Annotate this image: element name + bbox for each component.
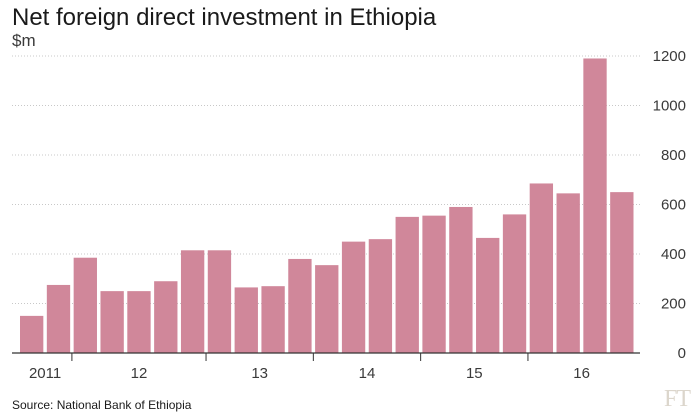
bar (288, 258, 312, 353)
x-tick-label: 2011 (29, 365, 61, 382)
bar (100, 291, 124, 354)
x-tick-label: 14 (359, 365, 376, 382)
bar (207, 250, 232, 353)
bar (315, 265, 339, 353)
x-tick-label: 13 (251, 365, 268, 382)
bar (449, 206, 473, 353)
bar (154, 281, 178, 353)
bar (261, 286, 285, 353)
bars (20, 58, 634, 354)
x-tick-label: 16 (573, 365, 590, 382)
bar (529, 183, 554, 353)
y-tick-label: 1200 (653, 48, 686, 65)
y-tick-label: 0 (678, 345, 686, 362)
ft-logo: FT (663, 386, 691, 412)
bar (127, 291, 151, 354)
bar (476, 237, 500, 353)
bar (46, 284, 71, 353)
bar (610, 192, 634, 354)
bar (234, 287, 258, 353)
source-note: Source: National Bank of Ethiopia (12, 398, 192, 412)
bar (341, 241, 366, 354)
bar (20, 315, 44, 354)
bar (395, 216, 419, 354)
bar (180, 250, 205, 353)
y-tick-label: 800 (661, 147, 686, 164)
y-tick-label: 200 (661, 296, 686, 313)
axes: 0 200 400 600 800 1000 1200 2011 12 13 14 15 16 (12, 48, 686, 382)
y-tick-label: 400 (661, 246, 686, 263)
bar (556, 193, 580, 353)
bar (583, 58, 607, 353)
chart-title: Net foreign direct investment in Ethiopi… (12, 4, 437, 31)
x-tick-label: 15 (466, 365, 483, 382)
bar (368, 239, 393, 353)
y-tick-label: 1000 (653, 98, 686, 115)
bar (422, 215, 446, 353)
bar (73, 257, 97, 353)
bar (502, 214, 527, 353)
y-tick-label: 600 (661, 197, 686, 214)
y-unit-label: $m (12, 31, 36, 50)
x-tick-label: 12 (131, 365, 148, 382)
